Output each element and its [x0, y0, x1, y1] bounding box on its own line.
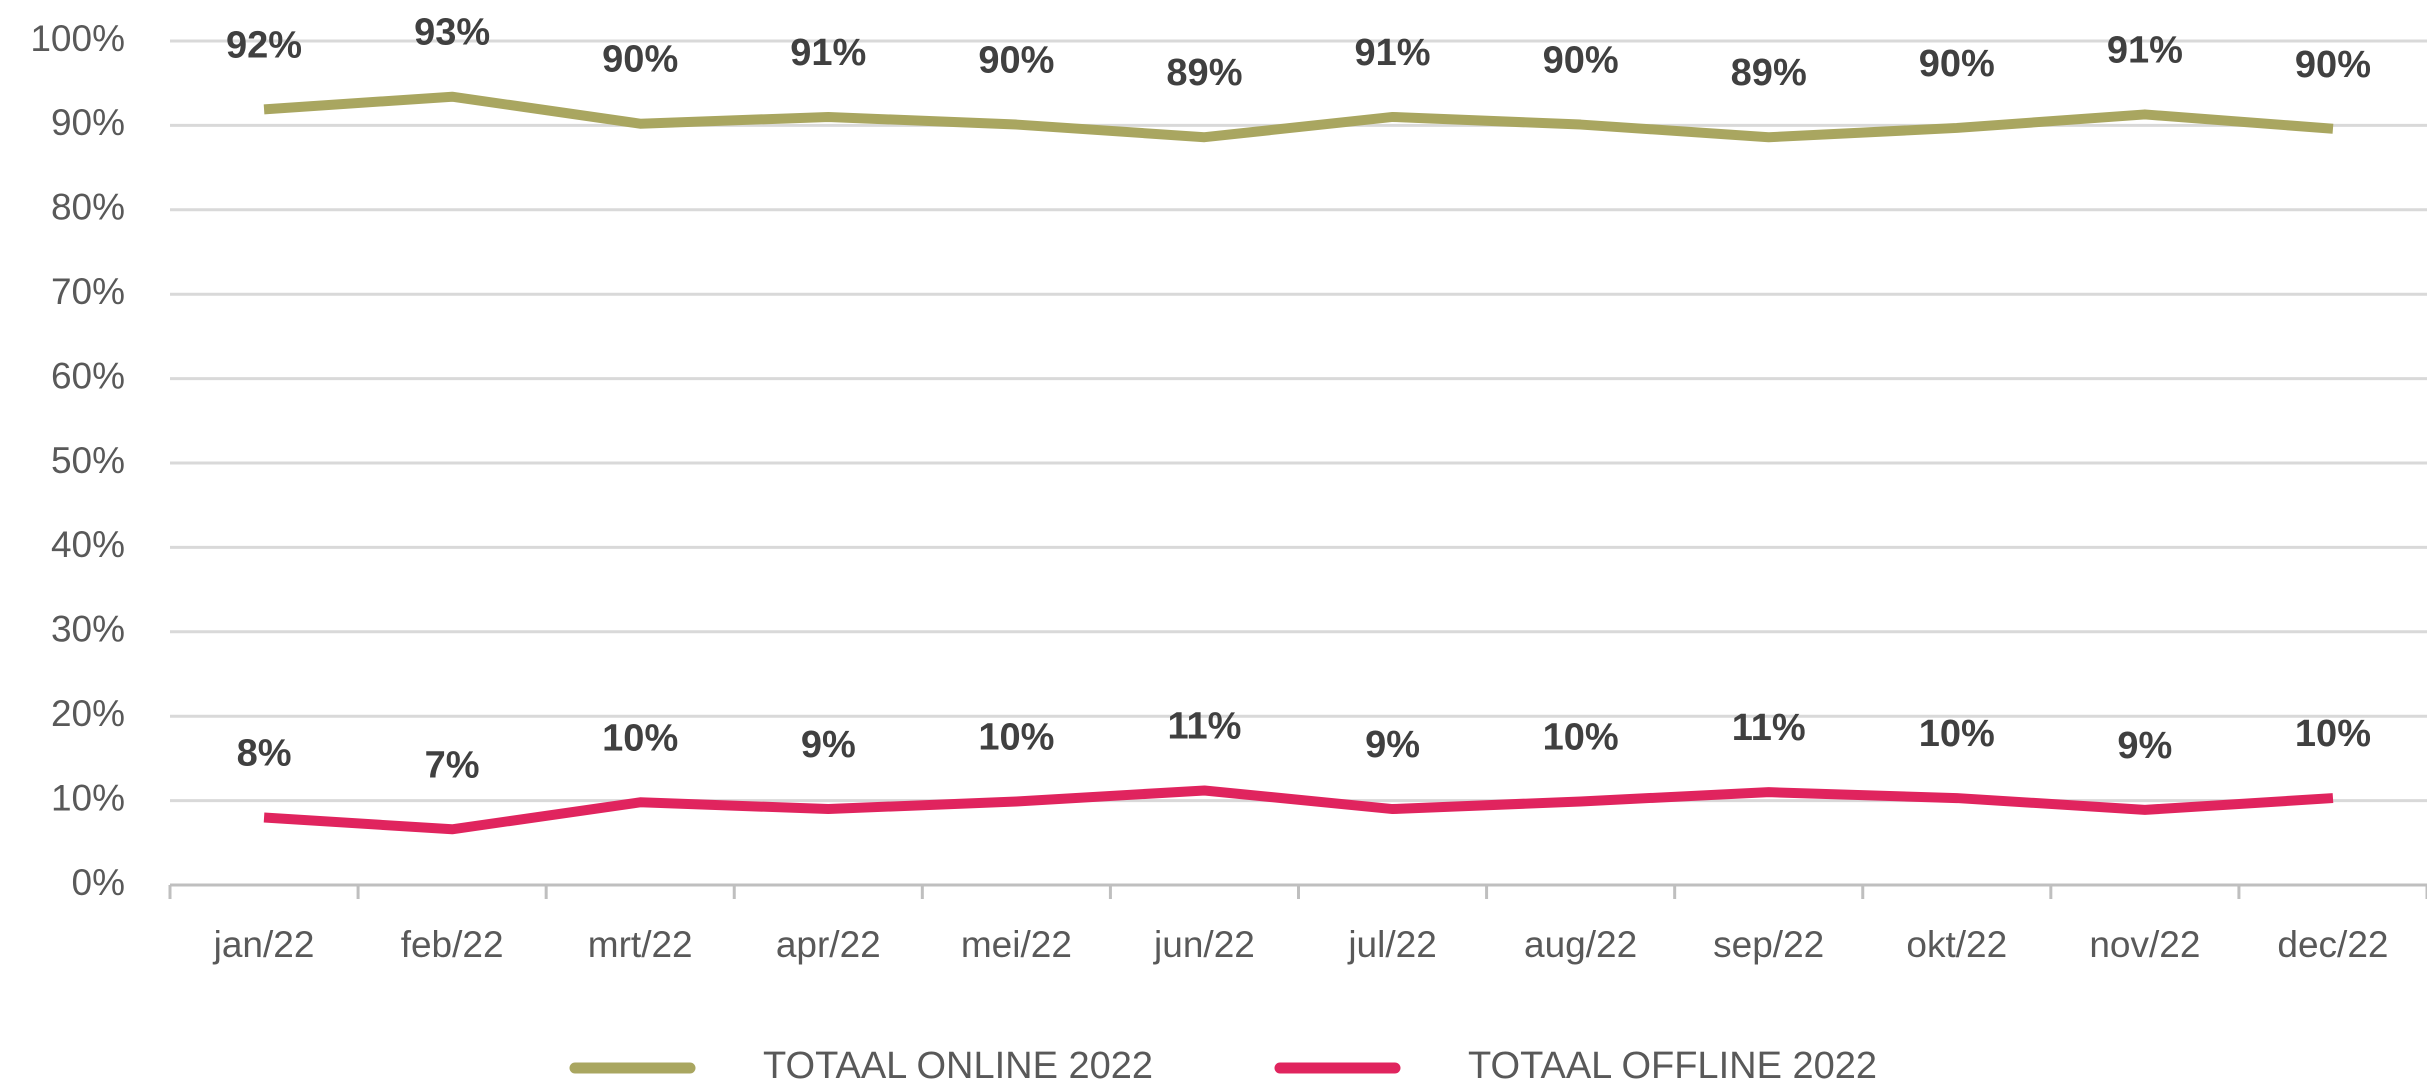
data-label: 10%: [1919, 713, 1995, 755]
x-tick-label: sep/22: [1713, 924, 1824, 965]
data-label: 7%: [425, 744, 480, 786]
y-tick-label: 50%: [51, 440, 125, 481]
x-tick-label: jun/22: [1153, 924, 1255, 965]
series-line: [263, 785, 2334, 835]
data-label: 91%: [2107, 29, 2183, 71]
data-label: 10%: [602, 717, 678, 759]
y-tick-label: 60%: [51, 355, 125, 396]
x-tick-label: feb/22: [401, 924, 504, 965]
data-label: 89%: [1166, 52, 1242, 94]
data-label: 10%: [2295, 713, 2371, 755]
data-label: 93%: [414, 12, 490, 54]
y-tick-label: 10%: [51, 777, 125, 818]
series-line: [263, 91, 2334, 143]
x-tick-label: jul/22: [1347, 924, 1436, 965]
x-tick-label: dec/22: [2277, 924, 2388, 965]
y-tick-label: 80%: [51, 187, 125, 228]
data-label: 8%: [237, 733, 292, 775]
data-label: 90%: [1919, 43, 1995, 85]
data-label: 11%: [1732, 707, 1806, 749]
x-tick-label: aug/22: [1524, 924, 1637, 965]
data-label: 90%: [2295, 44, 2371, 86]
data-label: 11%: [1167, 706, 1241, 748]
x-tick-label: mrt/22: [588, 924, 693, 965]
data-label: 90%: [1543, 40, 1619, 82]
data-label: 91%: [790, 32, 866, 74]
data-label: 9%: [801, 724, 856, 766]
x-tick-label: okt/22: [1906, 924, 2007, 965]
y-tick-label: 90%: [51, 102, 125, 143]
y-tick-label: 70%: [51, 271, 125, 312]
y-tick-label: 100%: [30, 18, 125, 59]
data-label: 92%: [226, 24, 302, 66]
y-tick-label: 40%: [51, 524, 125, 565]
data-label: 90%: [602, 39, 678, 81]
data-label: 89%: [1731, 52, 1807, 94]
data-label: 91%: [1355, 32, 1431, 74]
x-tick-label: mei/22: [961, 924, 1072, 965]
y-tick-label: 0%: [72, 862, 125, 903]
x-tick-label: jan/22: [213, 924, 315, 965]
data-label: 90%: [978, 40, 1054, 82]
legend-label: TOTAAL ONLINE 2022: [763, 1045, 1153, 1086]
x-tick-label: apr/22: [776, 924, 881, 965]
y-tick-label: 20%: [51, 693, 125, 734]
data-label: 9%: [1365, 724, 1420, 766]
x-tick-label: nov/22: [2089, 924, 2200, 965]
y-tick-label: 30%: [51, 609, 125, 650]
data-label: 10%: [1543, 716, 1619, 758]
data-label: 10%: [978, 716, 1054, 758]
data-label: 9%: [2117, 725, 2172, 767]
legend-label: TOTAAL OFFLINE 2022: [1468, 1045, 1877, 1086]
